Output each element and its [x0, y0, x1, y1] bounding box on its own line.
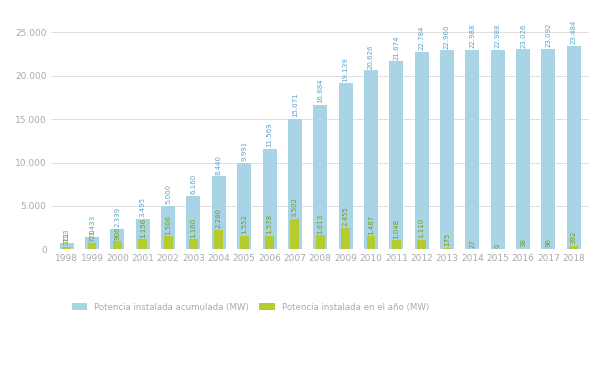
Bar: [187, 196, 201, 249]
Text: 713: 713: [63, 228, 69, 241]
Text: 5.000: 5.000: [165, 184, 171, 204]
Bar: [240, 236, 249, 249]
Bar: [62, 247, 71, 249]
Text: 23.026: 23.026: [520, 23, 526, 48]
Text: 22.784: 22.784: [419, 26, 425, 50]
Bar: [316, 235, 325, 249]
Text: 1.506: 1.506: [165, 215, 171, 235]
Text: 15.071: 15.071: [292, 92, 298, 117]
Bar: [364, 70, 378, 249]
Bar: [291, 219, 300, 249]
Bar: [392, 240, 400, 249]
Text: 22.988: 22.988: [495, 24, 501, 48]
Text: 2.455: 2.455: [342, 207, 349, 227]
Text: 1.048: 1.048: [393, 219, 399, 239]
Text: 1.552: 1.552: [241, 214, 247, 234]
Text: 22.988: 22.988: [469, 24, 475, 48]
Text: 96: 96: [545, 238, 551, 247]
Text: 906: 906: [114, 227, 120, 240]
Bar: [136, 219, 150, 249]
Text: 0: 0: [495, 243, 501, 248]
Text: 8.440: 8.440: [216, 154, 222, 174]
Bar: [212, 176, 226, 249]
Text: 1.578: 1.578: [266, 214, 272, 234]
Bar: [390, 61, 403, 249]
Bar: [341, 228, 350, 249]
Text: 1.156: 1.156: [140, 218, 146, 238]
Bar: [288, 119, 302, 249]
Bar: [265, 235, 274, 249]
Bar: [440, 50, 454, 249]
Text: 720: 720: [89, 228, 95, 241]
Text: 175: 175: [444, 233, 450, 246]
Bar: [237, 163, 251, 249]
Bar: [60, 243, 74, 249]
Text: 22.960: 22.960: [444, 24, 450, 48]
Bar: [516, 49, 530, 249]
Text: 2.339: 2.339: [114, 207, 120, 227]
Bar: [466, 50, 480, 249]
Legend: Potencia instalada acumulada (MW), Potencia instalada en el año (MW): Potencia instalada acumulada (MW), Poten…: [68, 299, 432, 315]
Bar: [189, 239, 198, 249]
Text: 1.160: 1.160: [190, 218, 196, 238]
Bar: [443, 248, 451, 249]
Text: 20.626: 20.626: [368, 44, 374, 69]
Bar: [263, 149, 277, 249]
Bar: [161, 206, 175, 249]
Bar: [567, 45, 581, 249]
Bar: [88, 243, 97, 249]
Bar: [85, 237, 99, 249]
Text: 1.110: 1.110: [419, 218, 425, 238]
Text: 392: 392: [571, 231, 577, 244]
Text: 3.502: 3.502: [292, 198, 298, 217]
Text: 6.160: 6.160: [190, 174, 196, 194]
Bar: [541, 49, 556, 249]
Text: 2.280: 2.280: [216, 208, 222, 228]
Bar: [164, 236, 173, 249]
Text: 1.433: 1.433: [89, 215, 95, 235]
Bar: [214, 230, 223, 249]
Bar: [415, 52, 429, 249]
Text: 23.484: 23.484: [571, 20, 577, 44]
Bar: [544, 248, 553, 249]
Bar: [570, 246, 578, 249]
Bar: [111, 229, 124, 249]
Text: 311: 311: [63, 232, 69, 245]
Text: 11.569: 11.569: [266, 123, 272, 147]
Text: 38: 38: [520, 238, 526, 247]
Text: 16.684: 16.684: [317, 78, 323, 103]
Bar: [138, 239, 147, 249]
Bar: [113, 241, 122, 249]
Bar: [491, 50, 505, 249]
Text: 9.991: 9.991: [241, 141, 247, 161]
Bar: [313, 105, 327, 249]
Text: 23.092: 23.092: [545, 23, 551, 47]
Text: 1.613: 1.613: [317, 214, 323, 234]
Bar: [339, 83, 353, 249]
Text: 19.139: 19.139: [342, 57, 349, 82]
Text: 1.487: 1.487: [368, 215, 374, 235]
Bar: [367, 237, 376, 249]
Text: 21.674: 21.674: [393, 35, 399, 60]
Bar: [417, 240, 426, 249]
Text: 3.495: 3.495: [140, 198, 146, 218]
Text: 27: 27: [469, 239, 475, 247]
